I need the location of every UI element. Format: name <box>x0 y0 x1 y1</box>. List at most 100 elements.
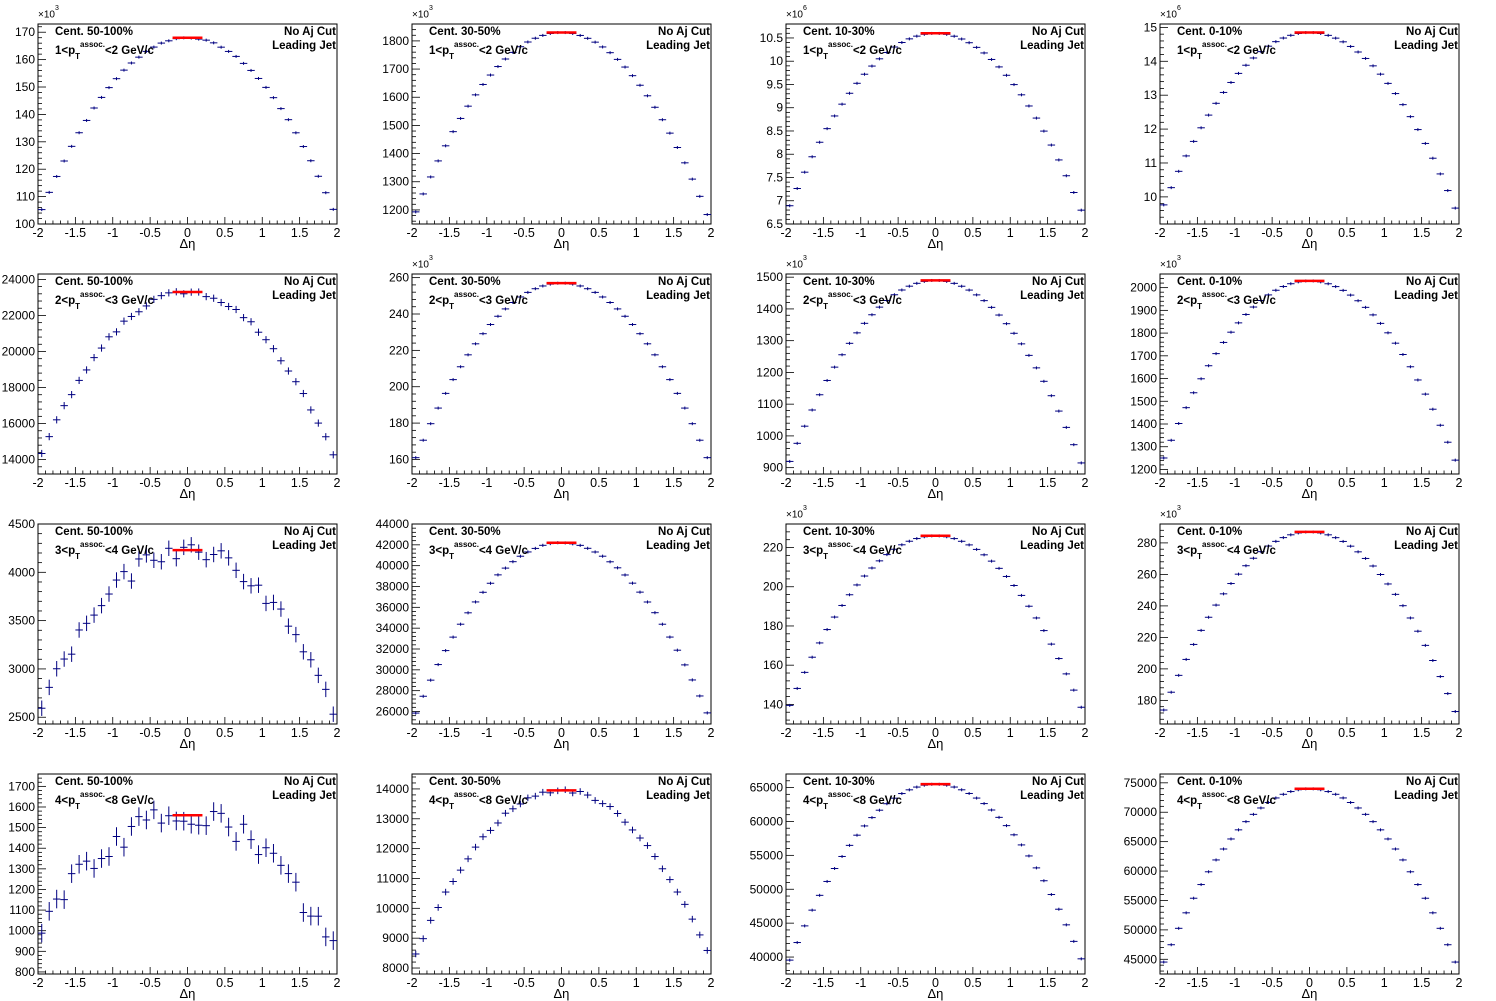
y-tick-label: 16000 <box>2 417 36 431</box>
data-point <box>838 854 846 858</box>
x-tick-label: -0.5 <box>887 726 909 740</box>
data-point <box>1354 299 1362 303</box>
data-point <box>202 38 210 42</box>
data-point <box>651 353 659 357</box>
centrality-label: Cent. 10-30% <box>803 276 875 288</box>
data-point <box>112 77 121 81</box>
data-point <box>1279 285 1288 289</box>
y-tick-label: 40000 <box>750 950 784 964</box>
chart-svg: -2 -1.5 -1 -0.5 0 0.5 1 1.5 2 1200 1300 1400 1500 160… <box>1130 273 1463 490</box>
data-point <box>494 65 502 69</box>
data-point <box>97 597 106 614</box>
y-tick-label: 1700 <box>1130 349 1157 363</box>
data-point <box>576 788 584 795</box>
data-point <box>1391 592 1400 596</box>
leading-jet-label: Leading Jet <box>272 790 336 802</box>
data-point <box>1055 409 1063 413</box>
x-tick-label: -1 <box>107 476 118 490</box>
data-point <box>636 590 644 594</box>
data-point <box>1346 44 1355 48</box>
data-point <box>883 298 891 302</box>
y-tick-label: 28000 <box>376 684 410 698</box>
y-tick-label: 3000 <box>8 662 35 676</box>
data-point <box>202 551 210 568</box>
x-tick-label: 0 <box>184 976 191 990</box>
x-tick-label: 1 <box>633 976 640 990</box>
chart-panel: -2 -1.5 -1 -0.5 0 0.5 1 1.5 2 8000 9000 10000 11000 1… <box>374 750 748 1001</box>
data-point <box>1436 675 1445 679</box>
x-tick-label: 1 <box>1007 226 1014 240</box>
data-point <box>613 810 622 817</box>
data-point <box>800 424 809 428</box>
y-tick-label: 9.5 <box>766 77 783 91</box>
data-point <box>254 845 263 864</box>
data-point <box>957 37 966 41</box>
data-point <box>1010 331 1018 335</box>
x-tick-label: -2 <box>780 976 791 990</box>
data-point <box>82 366 91 374</box>
data-point <box>1354 50 1362 54</box>
data-point <box>1002 322 1011 326</box>
data-point <box>591 40 599 44</box>
data-point <box>868 64 876 68</box>
data-point <box>890 293 899 297</box>
data-point <box>883 802 891 806</box>
data-point <box>412 950 420 958</box>
data-point <box>1324 533 1332 537</box>
aj-cut-label: No Aj Cut <box>284 276 336 288</box>
data-point <box>82 118 91 122</box>
y-tick-label: 45000 <box>750 916 784 930</box>
data-point <box>150 295 158 303</box>
data-point <box>1331 36 1340 40</box>
data-point <box>1279 536 1288 540</box>
pt-range-label: 2<pTassoc.<3 GeV/c <box>429 290 528 312</box>
y-tick-label: 240 <box>389 307 409 321</box>
data-point <box>1160 203 1168 207</box>
data-point <box>135 55 143 59</box>
data-point <box>1421 896 1430 900</box>
x-tick-label: 1.5 <box>1039 726 1056 740</box>
data-point <box>1077 208 1085 212</box>
data-point <box>1339 40 1347 44</box>
data-point <box>598 554 607 558</box>
data-point <box>1025 104 1033 108</box>
data-point <box>845 843 854 847</box>
data-point <box>1010 583 1018 587</box>
data-point <box>1361 56 1370 60</box>
y-tick-label: 1400 <box>756 302 783 316</box>
data-point <box>1376 573 1385 577</box>
data-point <box>1219 340 1228 344</box>
data-point <box>284 618 293 634</box>
data-point <box>1436 423 1445 427</box>
data-point <box>322 191 330 195</box>
data-point <box>1354 806 1362 810</box>
data-point <box>142 302 151 310</box>
y-tick-label: 8000 <box>382 961 409 975</box>
data-point <box>1414 883 1422 887</box>
y-tick-label: 160 <box>763 658 783 672</box>
y-tick-label: 65000 <box>750 781 784 795</box>
data-point <box>950 785 958 789</box>
data-point <box>426 422 435 426</box>
data-point <box>1189 139 1198 143</box>
x-tick-label: 0.5 <box>216 976 233 990</box>
x-tick-label: 1 <box>633 726 640 740</box>
aj-cut-label: No Aj Cut <box>658 776 710 788</box>
data-point <box>67 144 76 148</box>
chart-svg: -2 -1.5 -1 -0.5 0 0.5 1 1.5 2 8000 9000 10000 11000 1… <box>376 773 715 990</box>
data-point <box>995 65 1003 69</box>
data-point <box>1070 939 1078 943</box>
data-point <box>127 573 136 589</box>
data-point <box>950 281 958 285</box>
pt-range-label: 4<pTassoc.<8 GeV/c <box>429 790 528 812</box>
data-point <box>591 797 599 804</box>
data-point <box>194 544 203 560</box>
x-tick-label: 1 <box>1381 226 1388 240</box>
x-tick-label: 0 <box>184 226 191 240</box>
data-point <box>449 378 457 382</box>
data-point <box>412 711 420 715</box>
data-point <box>703 711 711 715</box>
y-tick-label: 70000 <box>1124 805 1158 819</box>
data-point <box>165 806 173 826</box>
data-point <box>52 661 61 677</box>
